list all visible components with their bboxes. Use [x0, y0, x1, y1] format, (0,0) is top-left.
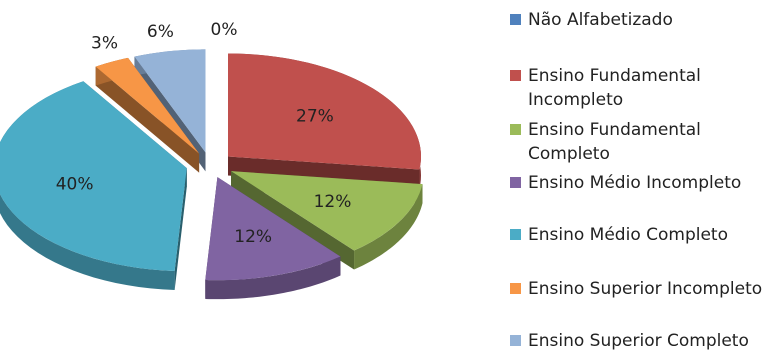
pie-slices: [0, 49, 423, 300]
legend-swatch: [510, 70, 521, 81]
legend-label: Não Alfabetizado: [528, 10, 673, 30]
pie-label-ensino-fundamental-completo: 12%: [314, 192, 352, 212]
legend-label: Ensino Fundamental Completo: [528, 120, 701, 164]
legend-item-superior-incompleto: Ensino Superior Incompleto: [510, 277, 773, 301]
pie-label-ensino-superior-completo: 6%: [147, 22, 174, 42]
legend-label: Ensino Superior Completo: [528, 331, 749, 351]
pie-slice-ensino-fundamental-incompleto: [228, 53, 422, 189]
legend-swatch: [510, 124, 521, 135]
pie-label-nao-alfabetizado: 0%: [211, 20, 238, 40]
legend-item-nao-alfabetizado: Não Alfabetizado: [510, 8, 773, 32]
pie-label-ensino-medio-completo: 40%: [56, 175, 94, 195]
legend-swatch: [510, 229, 521, 240]
legend-item-medio-incompleto: Ensino Médio Incompleto: [510, 171, 773, 195]
pie-label-ensino-fundamental-incompleto: 27%: [296, 107, 334, 127]
legend-swatch: [510, 283, 521, 294]
legend-label: Ensino Fundamental Incompleto: [528, 66, 701, 110]
pie-label-ensino-superior-incompleto: 3%: [91, 34, 118, 54]
pie-labels: 0% 27% 12% 12% 40% 3% 6%: [56, 20, 352, 247]
legend-label: Ensino Médio Completo: [528, 225, 728, 245]
legend-item-superior-completo: Ensino Superior Completo: [510, 329, 773, 353]
legend-label: Ensino Superior Incompleto: [528, 279, 763, 299]
legend-swatch: [510, 14, 521, 25]
legend-label: Ensino Médio Incompleto: [528, 173, 742, 193]
pie-slice-ensino-superior-incompleto: [95, 57, 200, 173]
legend-swatch: [510, 177, 521, 188]
legend-item-fundamental-completo: Ensino Fundamental Completo: [510, 118, 773, 166]
pie-slice-ensino-medio-completo: [0, 81, 187, 290]
pie-label-ensino-medio-incompleto: 12%: [234, 227, 272, 247]
legend-swatch: [510, 335, 521, 346]
pie-slice-ensino-fundamental-completo: [231, 171, 423, 270]
legend-item-medio-completo: Ensino Médio Completo: [510, 223, 773, 247]
legend-item-fundamental-incompleto: Ensino Fundamental Incompleto: [510, 64, 773, 112]
pie-slice-ensino-medio-incompleto: [205, 177, 341, 300]
